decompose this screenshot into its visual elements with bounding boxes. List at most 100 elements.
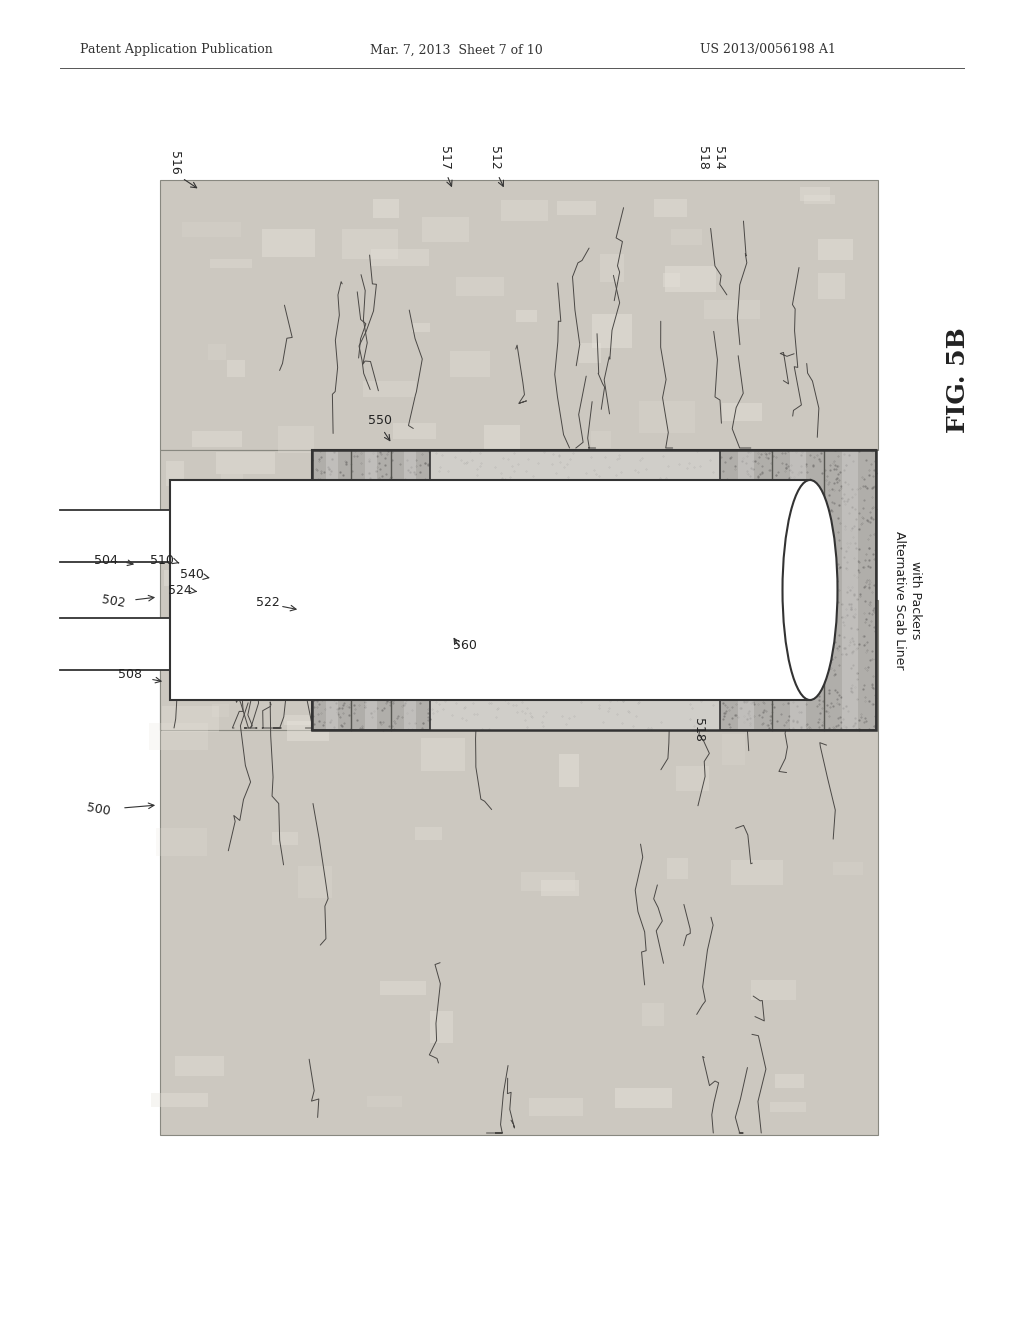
Bar xyxy=(326,450,338,730)
Text: 560: 560 xyxy=(453,639,477,652)
Bar xyxy=(653,199,687,216)
Bar xyxy=(310,700,348,708)
Bar xyxy=(639,401,694,433)
Bar xyxy=(371,248,429,265)
Bar xyxy=(393,422,436,440)
Bar xyxy=(312,450,430,730)
Bar xyxy=(312,450,876,730)
Bar xyxy=(366,450,377,730)
Text: 502: 502 xyxy=(100,594,126,610)
Bar xyxy=(170,480,810,700)
Bar xyxy=(731,859,783,886)
Bar xyxy=(557,201,596,215)
Bar xyxy=(421,738,465,771)
Bar xyxy=(267,648,297,660)
Text: 518: 518 xyxy=(691,718,705,742)
Bar xyxy=(294,668,319,692)
Bar xyxy=(212,704,228,717)
Bar xyxy=(208,343,226,360)
Text: Patent Application Publication: Patent Application Publication xyxy=(80,44,272,57)
Bar xyxy=(221,474,244,504)
Bar xyxy=(600,253,624,282)
Bar xyxy=(573,693,589,719)
Bar xyxy=(266,561,297,589)
Text: Mar. 7, 2013  Sheet 7 of 10: Mar. 7, 2013 Sheet 7 of 10 xyxy=(370,44,543,57)
Bar xyxy=(194,630,241,639)
Text: 517: 517 xyxy=(438,147,452,170)
Text: FIG. 5B: FIG. 5B xyxy=(946,327,970,433)
Bar xyxy=(272,833,298,845)
Bar xyxy=(501,199,549,222)
Bar xyxy=(175,660,229,682)
Bar xyxy=(430,450,720,730)
Bar xyxy=(284,535,318,545)
Bar xyxy=(703,300,760,318)
Text: 508: 508 xyxy=(118,668,142,681)
Bar xyxy=(665,267,716,292)
Bar xyxy=(312,450,430,730)
Text: Alternative Scab Liner: Alternative Scab Liner xyxy=(894,531,906,669)
Bar xyxy=(284,715,335,725)
Bar xyxy=(591,432,611,447)
Bar xyxy=(222,513,273,531)
Bar xyxy=(614,1089,672,1107)
Bar xyxy=(791,450,806,730)
Bar xyxy=(151,1093,208,1106)
Bar xyxy=(160,180,878,450)
Bar xyxy=(162,706,219,733)
Text: 516: 516 xyxy=(169,152,181,176)
Bar xyxy=(362,381,416,397)
Bar xyxy=(212,599,255,627)
Bar xyxy=(296,612,314,630)
Bar xyxy=(463,689,494,704)
Bar xyxy=(415,826,442,840)
Text: 524: 524 xyxy=(168,583,191,597)
Bar xyxy=(287,721,329,742)
Bar xyxy=(542,879,580,896)
Bar xyxy=(521,871,575,891)
Bar xyxy=(239,628,290,648)
Text: 514: 514 xyxy=(712,147,725,170)
Bar xyxy=(720,450,876,730)
Bar xyxy=(642,1003,665,1026)
Ellipse shape xyxy=(782,480,838,700)
Bar xyxy=(367,1096,401,1106)
Bar xyxy=(210,259,252,268)
Bar xyxy=(160,450,317,730)
Bar xyxy=(182,222,242,238)
Bar xyxy=(166,462,184,486)
Bar xyxy=(559,755,579,788)
Bar xyxy=(290,483,322,500)
Bar xyxy=(209,552,232,572)
Bar xyxy=(663,273,680,288)
Bar xyxy=(818,239,853,260)
Bar xyxy=(422,218,469,242)
Bar xyxy=(225,671,276,693)
Bar xyxy=(342,230,398,259)
Bar xyxy=(183,598,216,614)
Bar xyxy=(528,1098,583,1115)
Bar xyxy=(380,981,426,995)
Bar xyxy=(248,653,291,665)
Bar xyxy=(833,862,863,875)
Text: 522: 522 xyxy=(256,595,280,609)
Bar xyxy=(256,611,287,630)
Text: 550: 550 xyxy=(368,414,392,426)
Bar xyxy=(667,858,687,879)
Text: 504: 504 xyxy=(94,553,118,566)
Bar xyxy=(290,483,327,502)
Bar xyxy=(516,310,537,322)
Bar xyxy=(373,199,399,218)
Bar xyxy=(279,426,314,454)
Bar xyxy=(284,611,329,642)
Bar xyxy=(579,343,601,363)
Bar xyxy=(150,722,208,750)
Bar xyxy=(226,359,246,376)
Bar xyxy=(722,734,745,766)
Bar xyxy=(175,1056,224,1076)
Bar xyxy=(266,642,287,669)
Bar xyxy=(203,537,238,561)
Text: 518: 518 xyxy=(696,147,710,170)
Bar xyxy=(243,648,297,660)
Bar xyxy=(775,1074,804,1088)
